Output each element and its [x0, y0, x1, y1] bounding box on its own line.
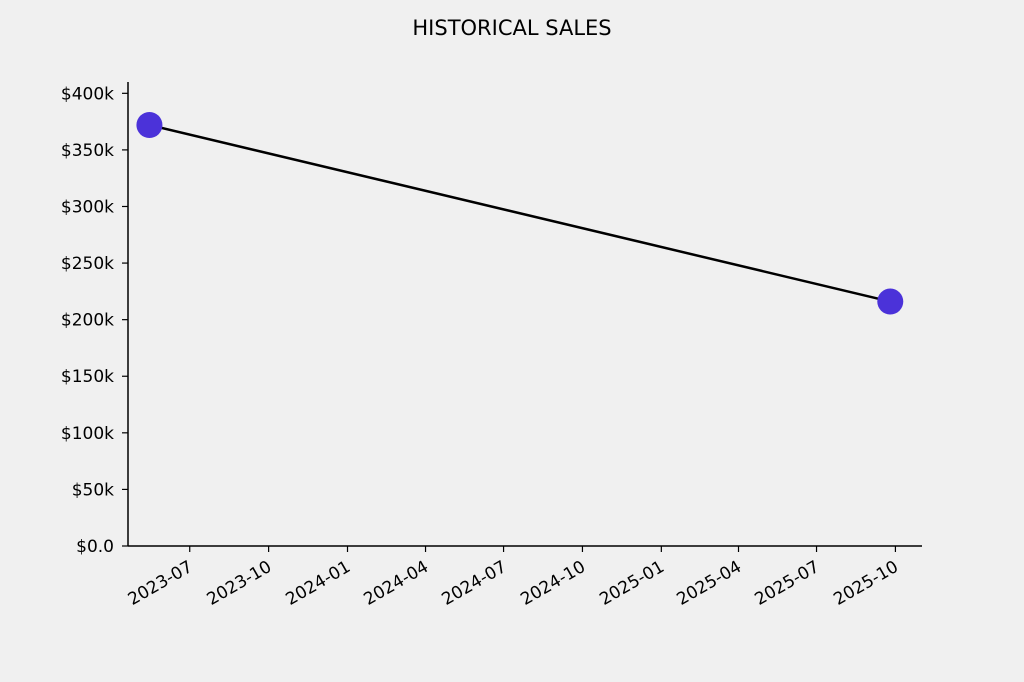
x-tick-label: 2025-07 [752, 557, 824, 610]
x-tick-label: 2024-07 [439, 557, 511, 610]
x-tick-label: 2025-10 [830, 557, 902, 610]
x-tick-label: 2024-01 [282, 557, 354, 610]
series-line [149, 123, 891, 303]
y-tick-label: $400k [61, 84, 114, 104]
y-tick-label: $350k [61, 141, 114, 161]
x-tick-label: 2023-07 [125, 557, 197, 610]
x-tick-label: 2024-10 [517, 557, 589, 610]
y-tick-label: $0.0 [76, 537, 114, 557]
y-tick-label: $50k [72, 480, 114, 500]
data-point [877, 288, 904, 315]
data-point [136, 112, 163, 139]
y-tick-label: $300k [61, 197, 114, 217]
series-layer [136, 112, 904, 315]
y-tick-label: $150k [61, 367, 114, 387]
y-tick-label: $250k [61, 254, 114, 274]
axes: $0.0 $50k $100k $150k $200k $250k $300k $350k $4… [61, 82, 922, 610]
x-tick-label: 2023-10 [204, 557, 276, 610]
y-tick-label: $100k [61, 424, 114, 444]
chart-title: HISTORICAL SALES [412, 16, 611, 40]
x-tick-label: 2025-04 [673, 557, 745, 610]
y-tick-label: $200k [61, 311, 114, 331]
x-tick-label: 2025-01 [596, 557, 668, 610]
x-tick-label: 2024-04 [361, 557, 433, 610]
